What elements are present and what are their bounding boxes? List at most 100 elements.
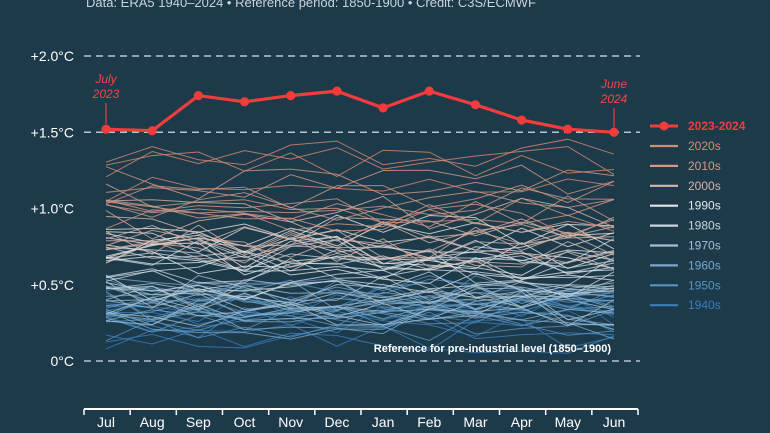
decade-line-2020s [105,146,615,178]
legend-label-1940s: 1940s [688,298,721,312]
decade-line-2010s [105,203,615,233]
decade-line-2000s [105,229,615,260]
decade-line-1940s [105,316,615,349]
decade-line-1990s [105,244,615,276]
highlight-point [378,103,388,113]
decade-line-1960s [105,291,615,321]
highlight-layer [101,86,619,137]
x-tick-label: Jun [603,414,626,430]
highlight-point [193,91,203,101]
legend-label-1980s: 1980s [688,219,721,233]
decade-line-1960s [105,281,615,304]
decade-line-1950s [105,308,615,335]
highlight-point [147,126,157,136]
highlight-point [239,97,250,107]
annotation-start: July [94,72,117,86]
x-tick-label: May [555,414,581,430]
legend-label-2000s: 2000s [688,179,721,193]
x-tick-label: Jul [97,414,115,430]
decade-line-1970s [105,282,615,311]
decade-line-1960s [105,305,615,335]
legend-swatch-marker [659,121,669,131]
decade-line-2010s [105,197,615,225]
decade-line-1950s [105,314,615,342]
decade-line-1970s [105,281,615,308]
annotation-end: June [600,77,627,91]
y-tick-label: +0.5°C [31,277,74,293]
decade-line-2000s [105,216,615,247]
legend-label-1950s: 1950s [688,278,721,292]
decade-line-2010s [105,166,615,200]
x-tick-label: Mar [463,414,487,430]
legend-label-2010s: 2010s [688,159,721,173]
decade-line-1990s [105,234,615,264]
decade-line-1970s [105,279,615,310]
highlight-series-line [105,89,615,134]
decade-line-1940s [105,324,615,354]
annotation-end: 2024 [600,92,628,106]
decade-line-2000s [105,195,615,230]
decade-line-2000s [106,235,615,264]
highlight-point [470,100,481,110]
legend-label-2023-2024: 2023-2024 [688,119,746,133]
decade-line-1970s [105,283,615,317]
x-tick-label: Jan [372,414,395,430]
decade-line-1970s [105,285,615,311]
decade-line-1990s [105,255,615,279]
legend: 2023-2024 2020s 2010s 2000s 1990s 1980s 1970s 1… [650,119,746,312]
highlight-point [101,124,111,134]
y-tick-label: +2.0°C [31,48,74,64]
x-axis: Jul Aug Sep Oct Nov Dec Jan Feb Mar Apr May Jun [83,408,639,430]
legend-label-1960s: 1960s [688,258,721,272]
highlight-point [332,86,342,96]
decade-line-2020s [105,138,615,167]
decade-line-1980s [105,257,615,291]
decade-line-1960s [105,307,615,340]
x-tick-label: Sep [186,414,211,430]
decade-line-2010s [105,195,615,225]
decade-line-1990s [105,255,615,284]
grid-layer [84,55,640,362]
x-tick-label: Aug [140,414,165,430]
decade-line-1970s [105,287,615,320]
decade-line-2010s [105,190,615,221]
y-tick-label: +1.5°C [31,124,74,140]
decade-line-1980s [105,271,615,302]
annotation-start: 2023 [92,87,120,101]
decade-line-1980s [105,239,615,273]
decade-line-2000s [105,238,615,268]
legend-label-1970s: 1970s [688,239,721,253]
legend-label-2020s: 2020s [688,139,721,153]
decade-line-2010s [105,199,615,232]
x-tick-label: Dec [324,414,349,430]
decade-line-2010s [105,203,615,236]
highlight-point [609,127,619,137]
decade-line-1970s [105,299,615,327]
decade-line-1940s [105,305,615,334]
decade-line-2010s [105,180,615,209]
decade-line-2020s [105,149,615,177]
decade-line-1990s [105,227,615,253]
decade-line-2000s [105,236,615,264]
x-tick-label: Oct [234,414,256,430]
decade-line-1990s [105,214,615,245]
highlight-point [424,86,434,96]
x-tick-label: Feb [417,414,441,430]
x-tick-label: Apr [511,414,533,430]
highlight-point [286,91,296,101]
decade-line-1970s [105,291,615,326]
decade-line-1970s [105,287,615,321]
x-tick-label: Nov [278,414,303,430]
y-axis: +2.0°C +1.5°C +1.0°C +0.5°C 0°C [31,48,74,369]
y-tick-label: +1.0°C [31,201,74,217]
decade-line-2000s [105,221,615,255]
y-tick-label: 0°C [51,353,75,369]
reference-label-layer: Reference for pre-industrial level (1850… [374,343,612,355]
decade-line-2020s [105,176,615,202]
decade-line-2000s [105,224,615,259]
decade-lines-layer [105,138,615,354]
highlight-point [517,115,527,125]
